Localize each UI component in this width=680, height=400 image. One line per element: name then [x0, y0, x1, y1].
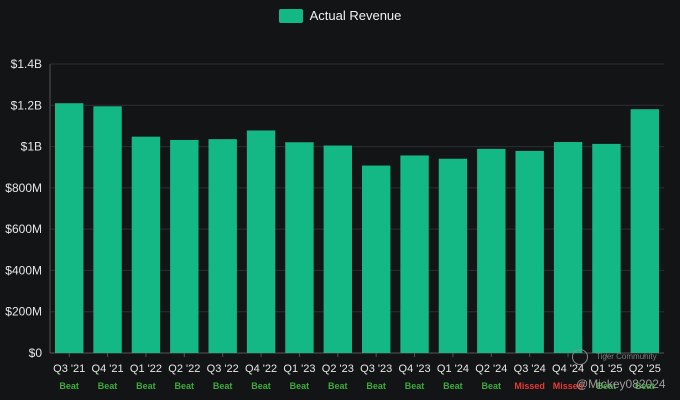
result-label: Beat: [405, 381, 425, 391]
bar: [93, 106, 122, 353]
x-tick-label: Q4 '24: [552, 363, 584, 375]
result-label: Beat: [290, 381, 310, 391]
x-tick-label: Q1 '23: [283, 363, 315, 375]
result-label: Missed: [514, 381, 545, 391]
x-tick-label: Q1 '22: [130, 363, 162, 375]
bar: [477, 148, 506, 353]
watermark-handle: @Mickey082024: [576, 377, 666, 391]
result-label: Beat: [328, 381, 348, 391]
y-tick-label: $200M: [5, 305, 42, 319]
x-tick-label: Q2 '23: [322, 363, 354, 375]
result-label: Beat: [597, 381, 617, 391]
x-tick-label: Q2 '25: [629, 363, 661, 375]
result-label: Beat: [251, 381, 271, 391]
bar: [246, 130, 276, 353]
y-tick-label: $1B: [21, 140, 42, 154]
bar: [131, 136, 161, 353]
bar: [553, 142, 583, 353]
x-tick-label: Q3 '23: [360, 363, 392, 375]
bar: [400, 155, 429, 353]
bar: [54, 103, 84, 353]
result-label: Beat: [366, 381, 386, 391]
bar: [438, 158, 468, 353]
bar: [592, 143, 621, 353]
y-tick-label: $1.4B: [11, 57, 42, 71]
legend[interactable]: Actual Revenue: [0, 8, 680, 23]
y-tick-label: $1.2B: [11, 98, 42, 112]
x-tick-label: Q1 '25: [590, 363, 622, 375]
x-tick-label: Q4 '22: [245, 363, 277, 375]
bar: [323, 145, 353, 353]
watermark-community: Tiger Community: [596, 352, 657, 361]
x-tick-label: Q3 '24: [514, 363, 546, 375]
x-tick-label: Q4 '23: [399, 363, 431, 375]
legend-swatch: [278, 8, 303, 23]
y-tick-label: $600M: [5, 222, 42, 236]
result-label: Beat: [213, 381, 233, 391]
x-tick-label: Q2 '22: [168, 363, 200, 375]
y-tick-label: $400M: [5, 263, 42, 277]
x-tick-label: Q4 '21: [92, 363, 124, 375]
bar: [515, 150, 544, 353]
x-tick-label: Q2 '24: [475, 363, 507, 375]
x-tick-label: Q3 '21: [53, 363, 85, 375]
legend-label: Actual Revenue: [309, 8, 402, 23]
result-label: Missed: [553, 381, 584, 391]
x-tick-label: Q1 '24: [437, 363, 469, 375]
result-label: Beat: [175, 381, 195, 391]
tiger-logo-icon: [572, 349, 588, 365]
y-tick-label: $0: [29, 346, 43, 360]
result-label: Beat: [136, 381, 156, 391]
watermark: Tiger Community @Mickey082024: [572, 349, 680, 395]
bar: [208, 139, 237, 353]
bar: [630, 109, 660, 353]
bar: [170, 139, 199, 353]
result-label: Beat: [59, 381, 79, 391]
bar: [285, 142, 314, 353]
result-label: Beat: [443, 381, 463, 391]
result-label: Beat: [482, 381, 502, 391]
result-label: Beat: [635, 381, 655, 391]
bar: [361, 165, 391, 353]
x-tick-label: Q3 '22: [207, 363, 239, 375]
result-label: Beat: [98, 381, 118, 391]
y-tick-label: $800M: [5, 181, 42, 195]
